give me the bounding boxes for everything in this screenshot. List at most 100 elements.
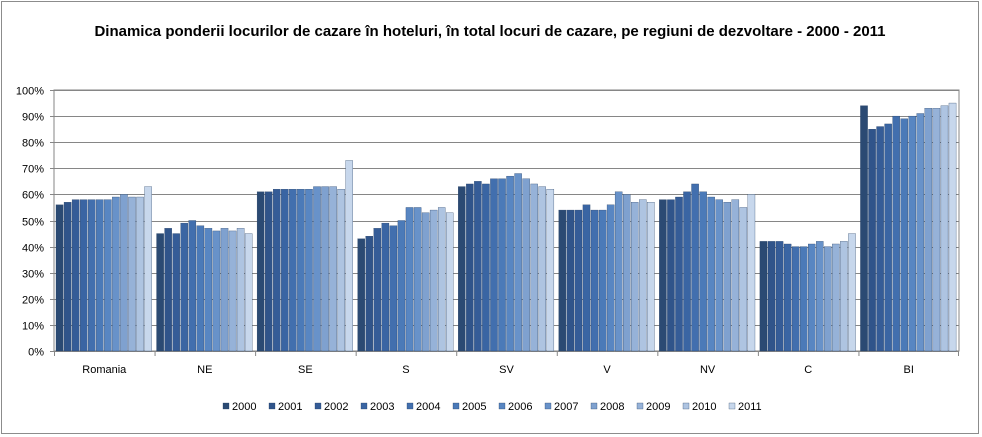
bar <box>120 194 128 352</box>
bar <box>71 199 80 352</box>
bar <box>104 199 112 352</box>
legend-swatch <box>636 402 644 410</box>
x-category-label: C <box>804 364 812 376</box>
bar <box>723 202 732 352</box>
bar <box>775 241 784 352</box>
bar <box>256 191 265 352</box>
bar <box>220 228 229 352</box>
bar <box>824 246 832 352</box>
legend: 2000 2001 2002 2003 2004 2005 2006 2007 2008 2009… <box>222 401 762 413</box>
bar <box>405 207 414 352</box>
bar <box>429 209 438 352</box>
bar <box>747 194 756 352</box>
bar <box>156 233 164 352</box>
y-tick-label: 60% <box>22 190 44 202</box>
bar <box>868 128 876 352</box>
legend-label: 2011 <box>738 401 762 413</box>
bar <box>365 236 374 352</box>
bar <box>63 202 72 352</box>
y-tick-label: 90% <box>22 112 44 124</box>
bar <box>783 243 792 352</box>
bar <box>337 189 345 352</box>
bar <box>389 225 398 352</box>
bar <box>876 126 884 352</box>
bar <box>204 228 213 352</box>
bar <box>699 191 707 352</box>
bar <box>381 222 390 352</box>
bar <box>180 222 188 352</box>
bar <box>558 209 567 352</box>
y-tick-label: 10% <box>22 321 44 333</box>
bar <box>932 108 941 352</box>
bar <box>498 178 506 352</box>
bar <box>667 199 675 352</box>
bars <box>55 102 957 352</box>
bar <box>297 189 305 352</box>
bar <box>196 225 205 352</box>
bar <box>948 102 957 352</box>
axes: 0% 10% 20% 30% 40% 50% 60% 70% 80% 90% 100% Romania… <box>16 86 959 376</box>
legend-label: 2001 <box>278 401 302 413</box>
legend-label: 2009 <box>646 401 670 413</box>
bar <box>136 196 144 352</box>
bar <box>731 199 740 352</box>
bar <box>128 196 136 352</box>
bar <box>832 243 840 352</box>
x-category-label: V <box>603 364 611 376</box>
bar <box>373 228 382 352</box>
legend-label: 2007 <box>554 401 578 413</box>
bar <box>212 230 221 352</box>
bar <box>683 191 691 352</box>
bar <box>244 233 253 352</box>
legend-label: 2002 <box>324 401 348 413</box>
bar <box>514 173 522 352</box>
bar <box>546 189 555 352</box>
bar <box>916 113 925 352</box>
bar <box>112 196 120 352</box>
bar <box>437 207 446 352</box>
legend-label: 2004 <box>416 401 440 413</box>
bar <box>538 186 546 352</box>
legend-swatch <box>590 402 598 410</box>
legend-swatch <box>452 402 460 410</box>
legend-label: 2000 <box>232 401 256 413</box>
bar <box>466 183 474 352</box>
bar <box>265 191 273 352</box>
bar <box>236 228 245 352</box>
bar <box>799 246 808 352</box>
bar <box>329 186 337 352</box>
bar <box>590 209 599 352</box>
x-category-label: BI <box>903 364 913 376</box>
bar <box>848 233 856 352</box>
bar <box>759 241 768 352</box>
bar <box>144 186 152 352</box>
bar <box>816 241 824 352</box>
y-tick-label: 40% <box>22 243 44 255</box>
y-tick-label: 80% <box>22 138 44 150</box>
y-tick-label: 50% <box>22 217 44 229</box>
legend-swatch <box>406 402 414 410</box>
x-category-label: Romania <box>82 364 127 376</box>
bar <box>675 196 683 352</box>
legend-swatch <box>498 402 506 410</box>
legend-swatch <box>268 402 276 410</box>
bar <box>305 189 313 352</box>
bar <box>228 230 237 352</box>
bar <box>566 209 575 352</box>
legend-swatch <box>360 402 368 410</box>
bar <box>490 178 498 352</box>
chart-title: Dinamica ponderii locurilor de cazare în… <box>94 23 886 40</box>
bar <box>791 246 800 352</box>
bar <box>96 199 104 352</box>
x-category-label: NV <box>700 364 716 376</box>
bar <box>707 196 715 352</box>
legend-label: 2008 <box>600 401 624 413</box>
bar <box>188 220 197 352</box>
legend-label: 2005 <box>462 401 486 413</box>
bar <box>598 209 607 352</box>
bar <box>281 189 289 352</box>
bar <box>273 189 281 352</box>
bar <box>313 186 321 352</box>
bar <box>482 183 490 352</box>
legend-label: 2010 <box>692 401 716 413</box>
